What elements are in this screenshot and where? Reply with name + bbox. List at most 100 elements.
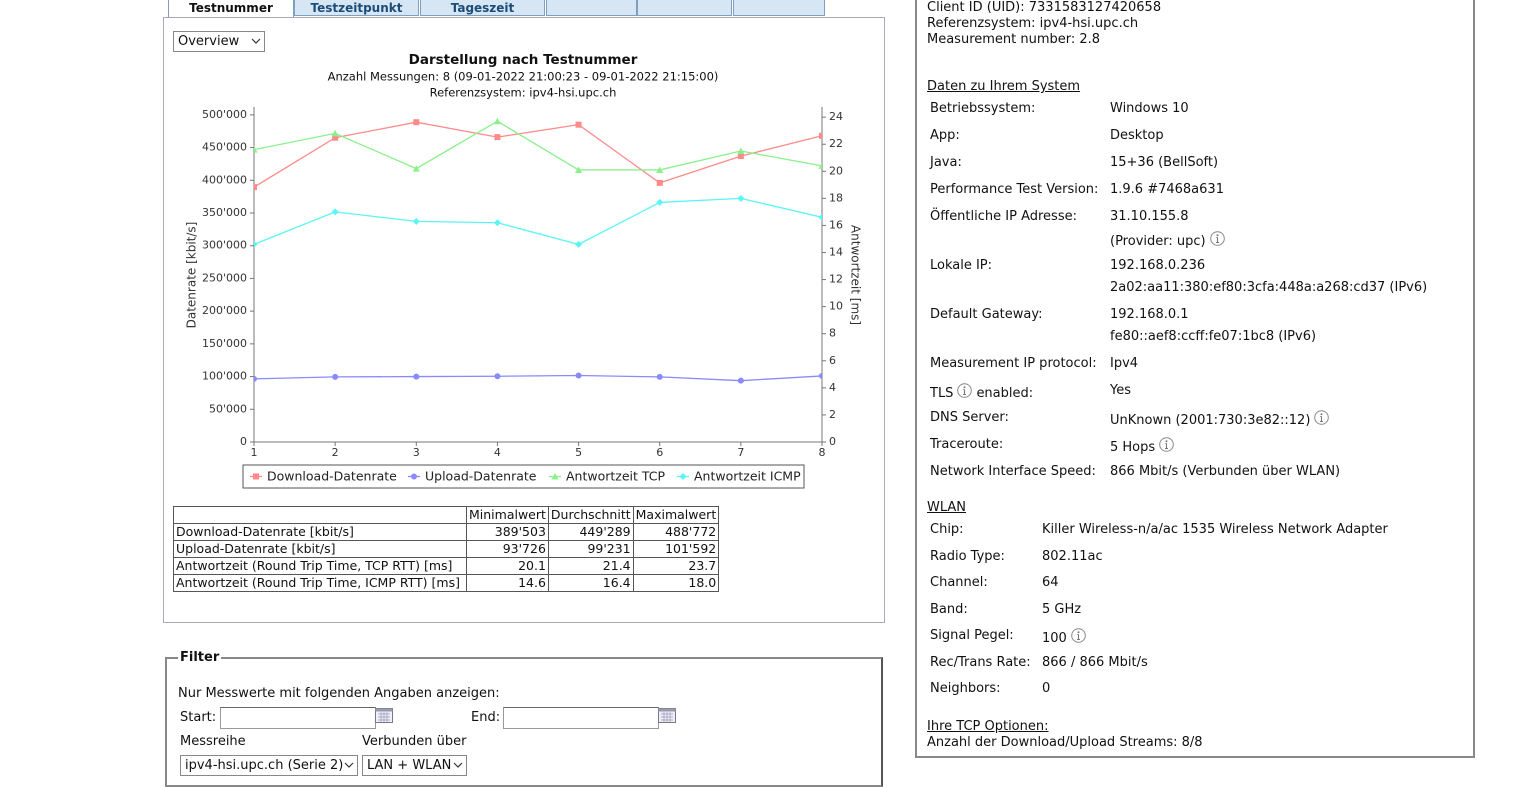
table-header-row: Minimalwert Durchschnitt Maximalwert <box>173 506 720 524</box>
info-value-text: 192.168.0.236 <box>1110 258 1206 273</box>
table-cell: 99'231 <box>547 540 634 558</box>
data-point <box>575 121 582 128</box>
info-label: Traceroute: <box>930 437 1003 453</box>
y2-tick-label: 0 <box>829 435 836 448</box>
data-point <box>575 372 582 379</box>
info-icon[interactable] <box>1314 410 1330 425</box>
data-point <box>575 166 583 173</box>
info-label-text: TLS <box>930 386 954 401</box>
data-point <box>412 217 420 225</box>
info-label-text: Signal Pegel: <box>930 628 1014 643</box>
y2-axis-label: Antwortzeit [ms] <box>849 225 863 325</box>
info-label: Band: <box>930 602 968 618</box>
info-label-text: Lokale IP: <box>930 258 993 273</box>
info-value-text: 1.9.6 #7468a631 <box>1110 182 1224 197</box>
info-value: Ipv4 <box>1110 356 1138 372</box>
info-value-text: Desktop <box>1110 128 1164 143</box>
info-label: Java: <box>930 155 962 171</box>
info-value-text: 866 Mbit/s (Verbunden über WLAN) <box>1110 464 1341 479</box>
tab[interactable] <box>546 0 637 16</box>
x-tick-label: 2 <box>332 446 339 459</box>
tab[interactable]: Tageszeit <box>420 0 545 16</box>
end-input[interactable] <box>503 707 659 729</box>
tab[interactable]: Testzeitpunkt <box>294 0 419 16</box>
tab[interactable] <box>637 0 732 16</box>
chevron <box>251 38 261 44</box>
legend-box <box>242 464 805 489</box>
page: Testnummer Testzeitpunkt Tageszeit Overv… <box>163 0 1475 787</box>
info-label: Neighbors: <box>930 681 1001 697</box>
x-tick-label: 4 <box>494 446 501 459</box>
data-point <box>331 208 339 216</box>
section-heading: Daten zu Ihrem System <box>927 79 1081 94</box>
y-tick-label: 450'000 <box>202 141 247 154</box>
data-point <box>413 119 420 126</box>
table-row: Antwortzeit (Round Trip Time, TCP RTT) [… <box>173 557 720 575</box>
data-point <box>254 375 257 382</box>
info-value: 5 Hops <box>1110 437 1174 456</box>
view-select[interactable]: Overview <box>173 31 265 52</box>
info-value-text: 31.10.155.8 <box>1110 209 1189 224</box>
y2-tick-label: 14 <box>829 246 843 259</box>
table-cell: 14.6 <box>466 574 549 592</box>
info-label: Rec/Trans Rate: <box>930 655 1031 671</box>
y-tick-label: 200'000 <box>202 304 247 317</box>
tab[interactable]: Testnummer <box>168 0 294 18</box>
chart-title: Darstellung nach Testnummer <box>409 52 638 68</box>
info-label-text: Channel: <box>930 575 988 590</box>
legend-marker <box>411 473 417 480</box>
data-point <box>656 198 664 206</box>
start-input[interactable] <box>220 707 376 729</box>
info-value-text: 2a02:aa11:380:ef80:3cfa:448a:a268:cd37 (… <box>1110 280 1428 295</box>
info-icon[interactable] <box>1071 628 1086 643</box>
info-value-text: 100 <box>1042 631 1067 646</box>
y2-tick-label: 2 <box>829 408 836 421</box>
legend-marker <box>551 473 559 480</box>
data-point <box>656 373 663 380</box>
info-panel: Client ID (UID): 7331583127420658 Referen… <box>915 0 1475 758</box>
info-value: 31.10.155.8 <box>1110 209 1189 225</box>
table-cell: 488'772 <box>632 523 720 541</box>
data-point <box>493 219 501 227</box>
info-label-text: enabled: <box>976 386 1034 401</box>
info-value: 192.168.0.236 <box>1110 258 1205 274</box>
info-label: Default Gateway: <box>930 307 1043 323</box>
info-icon[interactable] <box>1159 437 1174 452</box>
chart: Darstellung nach Testnummer Anzahl Messu… <box>185 52 863 489</box>
info-value-text: 64 <box>1042 575 1059 590</box>
info-label: Chip: <box>930 522 964 538</box>
series-line <box>253 121 823 188</box>
info-label: DNS Server: <box>930 410 1009 426</box>
table-cell: 21.4 <box>547 557 634 575</box>
data-point <box>575 240 583 248</box>
y2-tick-label: 4 <box>829 381 836 394</box>
info-label-text: Java: <box>930 155 962 170</box>
info-value-text: Yes <box>1110 383 1131 398</box>
info-label-text: Radio Type: <box>930 548 1005 564</box>
data-point <box>254 146 258 153</box>
info-value-text: 802.11ac <box>1042 548 1103 564</box>
info-label: TLS enabled: <box>930 383 1033 402</box>
table-cell: 18.0 <box>632 574 720 592</box>
info-label: Measurement IP protocol: <box>930 356 1097 372</box>
info-value: Killer Wireless-n/a/ac 1535 Wireless Net… <box>1042 522 1388 538</box>
section-heading: Ihre TCP Optionen: <box>927 719 1049 734</box>
info-icon[interactable] <box>1209 231 1225 246</box>
table-cell: 20.1 <box>466 557 549 575</box>
y-tick-label: 400'000 <box>202 173 247 186</box>
info-value-text: Ipv4 <box>1110 356 1139 371</box>
calendar-icon[interactable] <box>375 707 393 723</box>
tcp-info-line: Anzahl der Download/Upload Streams: 8/8 <box>927 735 1203 750</box>
table-row-label: Antwortzeit (Round Trip Time, ICMP RTT) … <box>173 574 467 592</box>
info-value: fe80::aef8:ccff:fe07:1bc8 (IPv6) <box>1110 329 1316 345</box>
legend-label: Antwortzeit ICMP <box>694 469 801 484</box>
info-value: 15+36 (BellSoft) <box>1110 155 1218 171</box>
calendar-icon[interactable] <box>658 707 676 723</box>
info-value-text: UnKnown (2001:730:3e82::12) <box>1110 413 1311 428</box>
data-point <box>819 372 822 379</box>
y-tick-label: 0 <box>240 435 247 448</box>
tab[interactable] <box>733 0 825 16</box>
info-icon[interactable] <box>957 383 973 398</box>
info-label: Performance Test Version: <box>930 182 1098 198</box>
x-tick-label: 6 <box>656 446 663 459</box>
